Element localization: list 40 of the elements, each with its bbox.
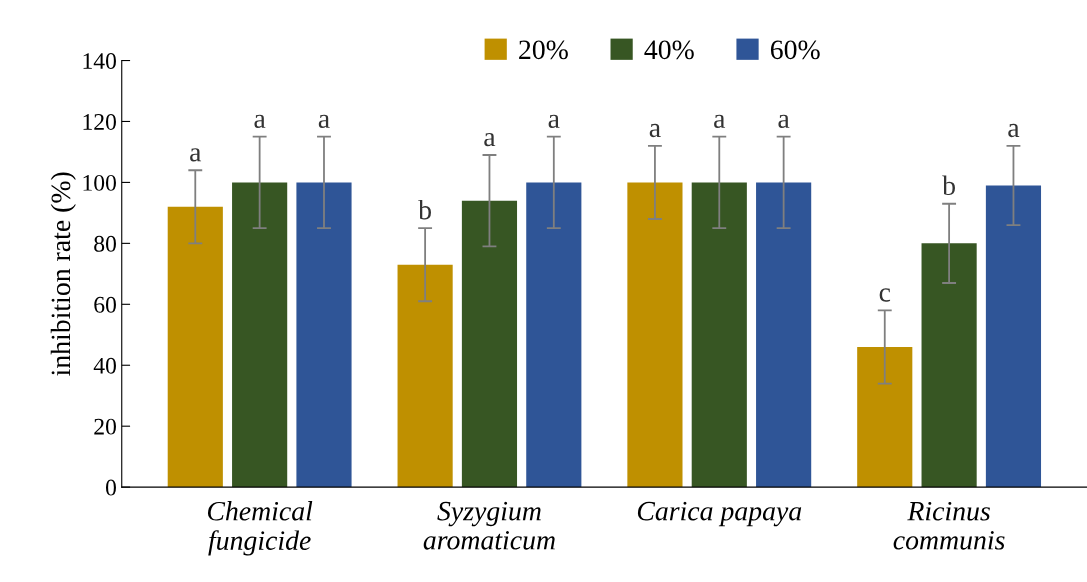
bar	[167, 206, 223, 488]
bar	[627, 182, 683, 488]
legend-label: 20%	[519, 40, 568, 60]
bar	[232, 182, 288, 488]
bar	[985, 185, 1042, 488]
data-label: a	[714, 114, 726, 129]
bar	[857, 346, 913, 488]
data-label: a	[548, 114, 560, 129]
bar	[397, 264, 453, 488]
y-tick-label: 80	[94, 235, 116, 252]
bar	[691, 182, 747, 488]
y-tick-label: 20	[94, 418, 116, 435]
y-tick-label: 100	[83, 174, 116, 191]
y-tick-label: 0	[105, 479, 116, 496]
y-tick-label: 140	[83, 53, 116, 69]
y-tick-label: 120	[83, 113, 116, 130]
bar	[461, 200, 518, 488]
x-tick-label: Carica papaya	[637, 501, 802, 527]
x-tick-label: Syzygium aromaticum	[423, 501, 555, 550]
legend-label: 40%	[644, 40, 694, 60]
data-label: a	[778, 114, 790, 129]
bar	[756, 182, 812, 488]
x-tick-label: Ricinus communis	[893, 501, 1005, 550]
data-label: a	[254, 114, 266, 129]
data-label: a	[649, 123, 661, 138]
bar	[921, 243, 977, 488]
data-label: a	[190, 148, 202, 162]
data-label: c	[879, 288, 891, 302]
data-label: b	[418, 199, 431, 220]
bar	[296, 182, 352, 488]
y-tick-label: 60	[94, 296, 116, 313]
x-tick-label: Chemical fungicide	[207, 501, 313, 556]
data-label: b	[942, 175, 955, 196]
data-label: a	[318, 114, 330, 129]
data-label: a	[484, 132, 496, 147]
y-tick-label: 40	[93, 357, 116, 374]
y-axis-title: inhibition rate (%)	[50, 172, 76, 376]
data-label: a	[1008, 123, 1020, 138]
legend-label: 60%	[770, 40, 820, 60]
bar	[526, 182, 582, 488]
